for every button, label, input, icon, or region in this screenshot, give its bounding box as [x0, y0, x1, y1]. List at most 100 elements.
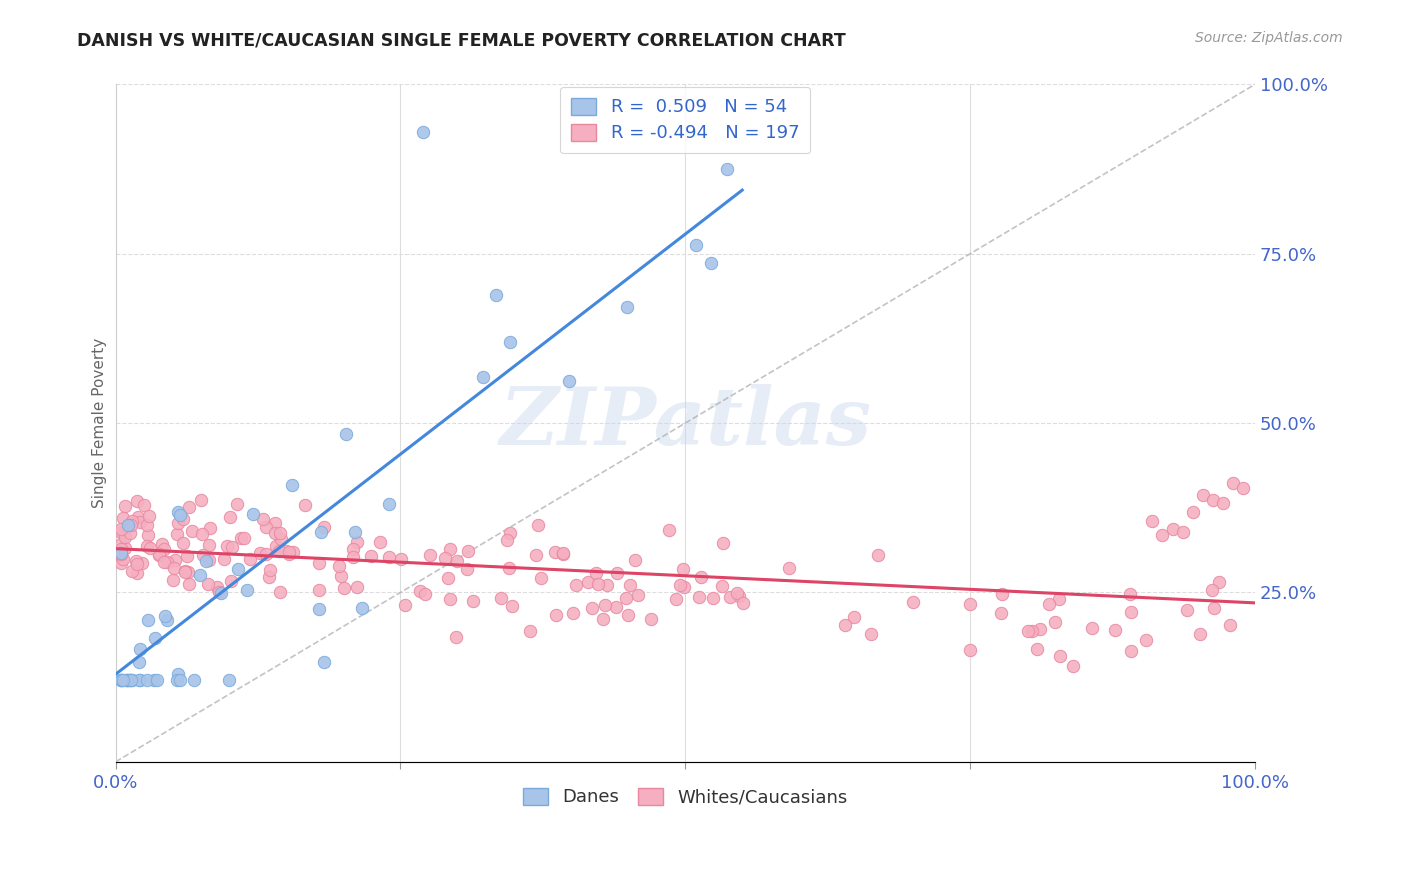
Point [115, 673, 138, 688]
Point [640, 612, 662, 626]
Point [183, 673, 205, 688]
Point [1080, 621, 1102, 635]
Point [606, 566, 628, 580]
Point [485, 288, 508, 302]
Point [117, 673, 139, 688]
Point [129, 673, 152, 688]
Point [725, 586, 748, 600]
Point [463, 594, 485, 608]
Point [311, 525, 333, 540]
Point [207, 580, 229, 594]
Point [342, 541, 364, 556]
Point [179, 500, 201, 514]
Point [114, 530, 136, 544]
Point [249, 546, 271, 560]
Point [264, 526, 287, 541]
Point [716, 162, 738, 177]
Point [215, 540, 238, 554]
Point [118, 526, 141, 541]
Point [526, 517, 548, 532]
Point [226, 497, 249, 511]
Point [148, 547, 170, 561]
Point [499, 334, 522, 349]
Point [1202, 601, 1225, 615]
Point [360, 549, 382, 564]
Point [329, 569, 352, 583]
Point [121, 564, 143, 578]
Point [118, 673, 141, 688]
Point [132, 498, 155, 512]
Point [254, 547, 277, 561]
Text: Source: ZipAtlas.com: Source: ZipAtlas.com [1195, 31, 1343, 45]
Point [125, 554, 148, 568]
Point [668, 578, 690, 592]
Point [344, 524, 367, 539]
Point [389, 552, 412, 566]
Point [188, 567, 211, 582]
Point [156, 555, 179, 569]
Point [190, 493, 212, 508]
Point [1161, 522, 1184, 536]
Point [117, 673, 139, 688]
Point [342, 550, 364, 565]
Point [281, 477, 304, 491]
Point [413, 587, 436, 601]
Point [368, 534, 391, 549]
Point [1202, 492, 1225, 507]
Point [110, 556, 132, 570]
Point [1121, 643, 1143, 657]
Point [110, 546, 132, 560]
Point [439, 542, 461, 557]
Point [544, 607, 567, 622]
Point [1181, 505, 1204, 519]
Point [498, 561, 520, 575]
Point [218, 673, 240, 688]
Point [990, 606, 1012, 620]
Point [593, 598, 616, 612]
Point [125, 557, 148, 571]
Point [143, 673, 166, 688]
Point [264, 540, 287, 554]
Point [472, 370, 495, 384]
Point [166, 516, 188, 530]
Point [166, 527, 188, 541]
Point [236, 583, 259, 598]
Point [136, 539, 159, 553]
Point [1121, 605, 1143, 619]
Point [564, 578, 586, 592]
Point [1201, 582, 1223, 597]
Point [110, 673, 132, 688]
Point [1219, 618, 1241, 632]
Point [226, 561, 249, 575]
Point [197, 577, 219, 591]
Point [619, 578, 641, 592]
Point [991, 587, 1014, 601]
Point [592, 612, 614, 626]
Point [959, 598, 981, 612]
Point [1104, 624, 1126, 638]
Point [212, 552, 235, 566]
Point [162, 561, 184, 575]
Point [191, 549, 214, 563]
Point [150, 536, 173, 550]
Point [120, 517, 142, 532]
Point [558, 374, 581, 388]
Point [127, 566, 149, 581]
Point [269, 585, 291, 599]
Point [834, 618, 856, 632]
Point [1222, 476, 1244, 491]
Point [1026, 642, 1049, 657]
Point [346, 534, 368, 549]
Point [138, 508, 160, 523]
Point [394, 599, 416, 613]
Point [177, 565, 200, 579]
Point [308, 583, 330, 598]
Point [1192, 488, 1215, 502]
Point [335, 427, 357, 442]
Point [270, 533, 292, 547]
Point [433, 550, 456, 565]
Point [685, 238, 707, 252]
Point [658, 523, 681, 537]
Point [551, 546, 574, 560]
Point [120, 673, 142, 688]
